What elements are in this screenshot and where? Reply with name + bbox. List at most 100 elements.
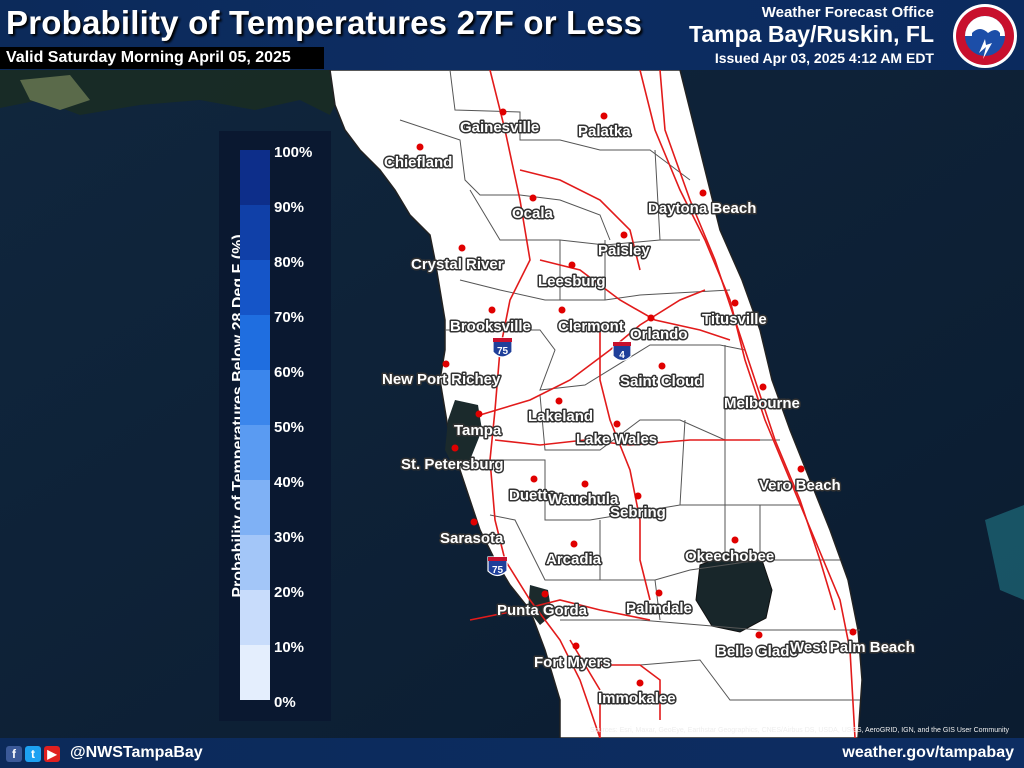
city-label: Fort Myers: [534, 654, 611, 671]
legend-swatch: [240, 150, 270, 205]
youtube-icon[interactable]: ▶: [44, 745, 60, 762]
city-label: Melbourne: [724, 395, 800, 412]
city-dot: [797, 465, 805, 473]
page-title: Probability of Temperatures 27F or Less: [6, 4, 643, 41]
city-label: Clermont: [558, 318, 624, 335]
legend-swatch: [240, 315, 270, 370]
city-label: Gainesville: [460, 119, 539, 136]
city-label: Tampa: [454, 422, 502, 439]
city-label: Sarasota: [440, 530, 504, 547]
city-dot: [655, 589, 663, 597]
city-dot: [658, 362, 666, 370]
legend-tick: 0%: [274, 694, 296, 711]
city-dot: [572, 642, 580, 650]
social-handle[interactable]: @NWSTampaBay: [70, 744, 203, 761]
city-label: Chiefland: [384, 154, 452, 171]
city-label: Orlando: [630, 326, 688, 343]
legend-tick: 90%: [274, 199, 305, 216]
map-source-credit: Sources: Esri, Maxar, GeoEye, Earthstar …: [590, 727, 1009, 734]
legend-tick: 70%: [274, 309, 305, 326]
shield-label: 75: [492, 565, 504, 576]
city-label: Saint Cloud: [620, 373, 703, 390]
footer: f t ▶ @NWSTampaBay weather.gov/tampabay: [0, 738, 1024, 768]
county-lines: [399, 70, 860, 701]
city-dot: [849, 628, 857, 636]
city-dot: [600, 112, 608, 120]
panhandle-detail: [20, 75, 90, 110]
city-dot: [475, 410, 483, 418]
city-label: Titusville: [702, 311, 767, 328]
city-dot: [555, 397, 563, 405]
city-dot: [731, 299, 739, 307]
city-dot: [613, 420, 621, 428]
shield-label: 75: [497, 346, 509, 357]
city-dot: [541, 590, 549, 598]
header: Probability of Temperatures 27F or Less …: [0, 0, 1024, 70]
city-dot: [620, 231, 628, 239]
reef-detail: [985, 505, 1024, 600]
city-label: St. Petersburg: [401, 456, 504, 473]
city-label: Palatka: [578, 123, 631, 140]
city-dot: [636, 679, 644, 687]
city-dot: [488, 306, 496, 314]
website-link[interactable]: weather.gov/tampabay: [842, 744, 1014, 761]
legend-swatch: [240, 535, 270, 590]
city-label: Lake Wales: [576, 431, 657, 448]
legend-tick: 80%: [274, 254, 305, 271]
legend-swatch: [240, 260, 270, 315]
legend-swatch: [240, 205, 270, 260]
legend-swatch: [240, 645, 270, 700]
city-label: Vero Beach: [759, 477, 841, 494]
city-dot: [499, 108, 507, 116]
city-dot: [470, 518, 478, 526]
city-label: Crystal River: [411, 256, 504, 273]
legend-swatch: [240, 370, 270, 425]
legend: Probability of Temperatures Below 28 Deg…: [219, 131, 331, 721]
legend-tick: 20%: [274, 584, 305, 601]
nws-logo-icon[interactable]: [952, 3, 1018, 69]
city-label: Ocala: [512, 205, 554, 222]
city-dot: [416, 143, 424, 151]
city-label: Paisley: [598, 242, 650, 259]
city-label: Daytona Beach: [648, 200, 756, 217]
city-dots: [416, 108, 857, 687]
city-dot: [458, 244, 466, 252]
legend-tick: 30%: [274, 529, 305, 546]
legend-color-bar: [240, 150, 270, 700]
interstate-shield-75-south: 75: [487, 556, 508, 577]
panhandle-land: [0, 70, 340, 115]
city-label: Wauchula: [548, 491, 619, 508]
twitter-icon[interactable]: t: [25, 745, 41, 762]
legend-tick: 100%: [274, 144, 313, 161]
map-svg: Gainesville Palatka Chiefland Ocala Dayt…: [0, 70, 1024, 738]
legend-tick: 60%: [274, 364, 305, 381]
social-icons: f t ▶: [6, 745, 63, 763]
city-dot: [647, 314, 655, 322]
city-dot: [581, 480, 589, 488]
legend-swatch: [240, 590, 270, 645]
city-label: Arcadia: [546, 551, 602, 568]
issued-time: Issued Apr 03, 2025 4:12 AM EDT: [714, 50, 934, 66]
lake-okeechobee: [695, 551, 773, 633]
city-dot: [529, 194, 537, 202]
office-name: Tampa Bay/Ruskin, FL: [689, 21, 934, 47]
city-label: Palmdale: [626, 600, 692, 617]
facebook-icon[interactable]: f: [6, 745, 22, 762]
forecast-map: Gainesville Palatka Chiefland Ocala Dayt…: [0, 70, 1024, 738]
shield-label: 4: [619, 350, 625, 361]
city-dot: [699, 189, 707, 197]
interstate-shield-4: 4: [612, 341, 632, 362]
city-label: Leesburg: [538, 273, 606, 290]
city-dot: [451, 444, 459, 452]
city-label: Brooksville: [450, 318, 531, 335]
interstate-shield-75-north: 75: [492, 337, 513, 358]
city-label: Sebring: [610, 504, 666, 521]
city-dot: [530, 475, 538, 483]
city-label: Lakeland: [528, 408, 593, 425]
city-dot: [731, 536, 739, 544]
legend-swatch: [240, 480, 270, 535]
city-label: West Palm Beach: [790, 639, 915, 656]
legend-swatch: [240, 425, 270, 480]
highways: [469, 70, 856, 738]
